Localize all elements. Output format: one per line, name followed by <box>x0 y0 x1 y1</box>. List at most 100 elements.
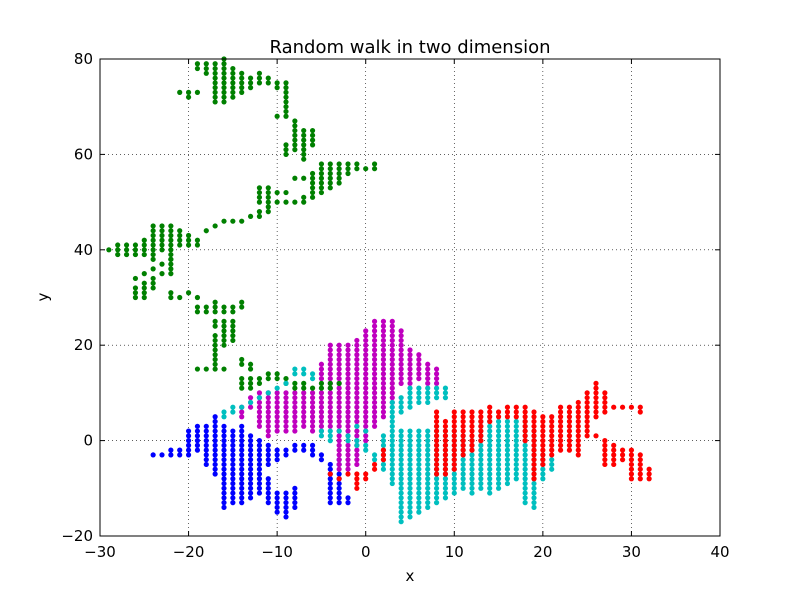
data-point <box>478 461 484 468</box>
data-point <box>239 375 245 382</box>
data-point <box>283 500 289 506</box>
data-point <box>371 366 378 372</box>
data-point <box>398 509 404 515</box>
data-point <box>398 452 404 458</box>
data-point <box>540 447 546 453</box>
data-point <box>425 490 431 496</box>
data-point <box>389 395 395 401</box>
data-point <box>363 418 369 425</box>
data-point <box>495 409 502 415</box>
data-point <box>256 194 263 200</box>
data-point <box>265 399 271 406</box>
data-point <box>247 466 254 472</box>
data-point <box>230 485 236 491</box>
data-point <box>292 414 298 420</box>
data-point <box>274 404 280 410</box>
data-point <box>531 480 537 487</box>
data-point <box>451 438 457 444</box>
data-point <box>389 433 395 439</box>
data-point <box>221 438 227 444</box>
data-point <box>265 395 271 401</box>
data-point <box>416 438 422 444</box>
data-point <box>549 452 555 458</box>
data-point <box>212 461 218 468</box>
data-point <box>185 438 192 444</box>
data-point <box>256 452 263 458</box>
data-point <box>336 395 342 401</box>
data-point <box>557 404 564 410</box>
data-point <box>363 447 369 453</box>
data-point <box>442 495 449 501</box>
data-point <box>602 438 608 444</box>
data-point <box>460 447 466 453</box>
data-point <box>637 409 643 415</box>
data-point <box>389 447 395 453</box>
data-point <box>247 447 254 453</box>
data-point <box>611 461 617 468</box>
data-point <box>292 142 298 148</box>
data-point <box>177 89 183 95</box>
data-point <box>487 490 493 496</box>
data-point <box>549 442 555 448</box>
data-point <box>407 504 413 510</box>
data-point <box>566 414 573 420</box>
data-point <box>407 361 413 367</box>
data-point <box>194 309 201 315</box>
data-point <box>389 356 395 363</box>
data-point <box>389 442 395 448</box>
data-point <box>380 318 387 324</box>
data-point <box>274 385 280 391</box>
data-point <box>540 438 546 444</box>
data-point <box>212 304 218 310</box>
data-point <box>425 395 431 401</box>
data-point <box>194 438 201 444</box>
data-point <box>487 471 493 477</box>
data-point <box>194 89 201 95</box>
data-point <box>549 423 555 429</box>
data-point <box>363 371 369 377</box>
data-point <box>247 375 254 382</box>
data-point <box>212 299 218 305</box>
data-point <box>363 333 369 339</box>
data-point <box>407 452 413 458</box>
data-point <box>256 209 263 215</box>
data-point <box>301 399 307 406</box>
data-point <box>575 452 581 458</box>
data-point <box>239 404 245 410</box>
data-point <box>132 247 139 253</box>
data-point <box>221 452 227 458</box>
data-point <box>451 423 457 429</box>
data-point <box>557 442 564 448</box>
data-point <box>283 395 289 401</box>
data-point <box>442 485 449 491</box>
data-point <box>265 409 271 415</box>
data-point <box>141 247 147 253</box>
data-point <box>292 399 298 406</box>
data-point <box>283 428 289 434</box>
data-point <box>132 251 139 258</box>
data-point <box>495 423 502 429</box>
data-point <box>389 385 395 391</box>
data-point <box>185 89 192 95</box>
data-point <box>203 452 209 458</box>
data-point <box>283 80 289 86</box>
data-point <box>549 428 555 434</box>
data-point <box>345 342 351 348</box>
data-point <box>283 404 289 410</box>
data-point <box>115 242 121 248</box>
data-point <box>327 495 333 501</box>
data-point <box>371 375 378 382</box>
data-point <box>407 375 413 382</box>
data-point <box>283 199 289 205</box>
data-point <box>327 423 333 429</box>
data-point <box>309 447 316 453</box>
data-point <box>327 471 333 477</box>
data-point <box>531 418 537 425</box>
data-point <box>336 495 342 501</box>
data-point <box>407 447 413 453</box>
data-point <box>283 495 289 501</box>
data-point <box>256 404 263 410</box>
data-point <box>301 423 307 429</box>
data-point <box>451 457 457 463</box>
data-point <box>230 65 236 72</box>
